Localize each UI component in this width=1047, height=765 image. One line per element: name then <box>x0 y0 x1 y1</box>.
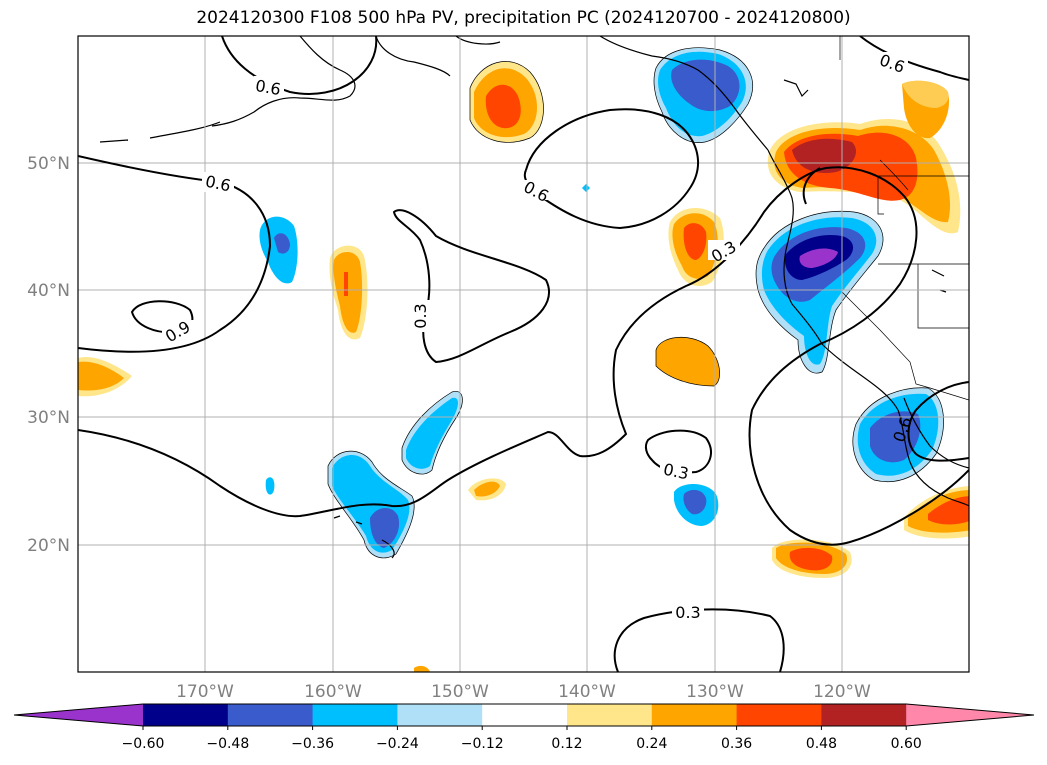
colorbar-segment <box>651 704 738 726</box>
map-title: 2024120300 F108 500 hPa PV, precipitatio… <box>196 8 851 28</box>
colorbar-segment <box>821 704 907 726</box>
colorbar-segment <box>227 704 314 726</box>
lon-tick-130w: 130°W <box>686 682 744 702</box>
map-plot-area: 0.6 0.6 0.6 0.6 0.9 0.3 0.3 0.3 0.3 0.6 <box>78 36 969 672</box>
lon-tick-120w: 120°W <box>813 682 871 702</box>
pv-contours <box>78 36 969 672</box>
colorbar-tick-label: −0.12 <box>461 736 504 752</box>
colorbar-segment <box>482 704 568 726</box>
lat-tick-50: 50°N <box>27 154 70 174</box>
colorbar-extend-low <box>14 704 143 726</box>
lat-tick-30: 30°N <box>27 408 70 428</box>
lat-ticks: 50°N 40°N 30°N 20°N <box>27 154 70 556</box>
colorbar-segment <box>143 704 229 726</box>
precip-shading <box>78 47 969 672</box>
colorbar: −0.60 −0.48 −0.36 −0.24 −0.12 0.12 0.24 0.36 0.4… <box>13 703 1035 752</box>
colorbar-segment <box>736 704 822 726</box>
colorbar-tick-label: 0.24 <box>636 736 667 752</box>
colorbar-tick-label: 0.48 <box>806 736 837 752</box>
colorbar-tick-label: −0.48 <box>206 736 249 752</box>
gridlines <box>78 36 969 672</box>
lon-tick-140w: 140°W <box>558 682 616 702</box>
lon-tick-150w: 150°W <box>431 682 489 702</box>
colorbar-segment <box>397 704 483 726</box>
precip-outlines <box>327 47 944 559</box>
lat-tick-20: 20°N <box>27 536 70 556</box>
colorbar-tick-label: −0.36 <box>291 736 334 752</box>
contour-label-2: 0.6 <box>204 172 233 196</box>
map-frame <box>77 35 970 673</box>
colorbar-segment <box>567 704 653 726</box>
contour-label-8: 0.3 <box>662 460 691 484</box>
colorbar-tick-label: 0.36 <box>721 736 752 752</box>
colorbar-tick-label: 0.12 <box>551 736 582 752</box>
colorbar-segment <box>312 704 398 726</box>
lon-tick-160w: 160°W <box>304 682 362 702</box>
lon-tick-170w: 170°W <box>176 682 234 702</box>
contour-label-1: 0.6 <box>254 76 282 99</box>
lon-ticks: 170°W 160°W 150°W 140°W 130°W 120°W <box>176 682 871 702</box>
colorbar-tick-label: 0.60 <box>891 736 922 752</box>
contour-label-9: 0.3 <box>675 603 700 622</box>
contour-label-7: 0.3 <box>411 303 430 328</box>
colorbar-tick-label: −0.60 <box>122 736 165 752</box>
lat-tick-40: 40°N <box>27 281 70 301</box>
colorbar-extend-high <box>906 704 1034 726</box>
coastlines <box>99 36 969 559</box>
colorbar-tick-label: −0.24 <box>376 736 419 752</box>
